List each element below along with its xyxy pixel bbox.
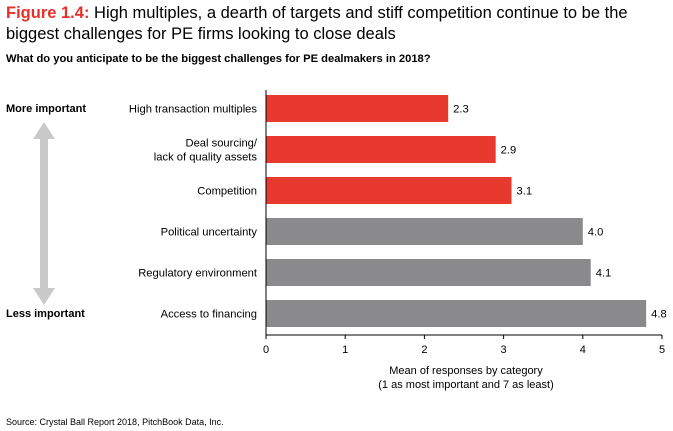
category-label-1-line-1: lack of quality assets bbox=[154, 152, 258, 164]
arrow-shaft bbox=[40, 138, 48, 290]
bar-2 bbox=[266, 177, 512, 204]
x-tick-label-2: 2 bbox=[421, 344, 427, 356]
bar-5 bbox=[266, 300, 647, 327]
category-label-1-line-0: Deal sourcing/ bbox=[185, 138, 257, 150]
value-label-0: 2.3 bbox=[453, 104, 469, 116]
arrow-up-head bbox=[33, 122, 55, 139]
source-note: Source: Crystal Ball Report 2018, PitchB… bbox=[6, 417, 224, 427]
category-label-2: Competition bbox=[197, 186, 257, 198]
bar-0 bbox=[266, 95, 449, 122]
figure-title: Figure 1.4: High multiples, a dearth of … bbox=[6, 3, 666, 45]
more-important-label: More important bbox=[6, 103, 87, 115]
figure-label: Figure 1.4: bbox=[6, 4, 90, 22]
x-tick-label-4: 4 bbox=[580, 344, 586, 356]
value-label-4: 4.1 bbox=[596, 268, 612, 280]
arrow-down-head bbox=[33, 288, 55, 305]
x-tick-label-1: 1 bbox=[342, 344, 348, 356]
value-label-3: 4.0 bbox=[588, 227, 604, 239]
x-axis-title-line-1: (1 as most important and 7 as least) bbox=[378, 379, 553, 391]
category-label-0: High transaction multiples bbox=[129, 104, 257, 116]
x-tick-label-5: 5 bbox=[659, 344, 665, 356]
less-important-label: Less important bbox=[6, 308, 85, 320]
importance-arrow bbox=[33, 122, 55, 305]
x-axis-title-line-0: Mean of responses by category bbox=[389, 365, 543, 377]
category-label-4: Regulatory environment bbox=[138, 268, 258, 280]
value-label-2: 3.1 bbox=[517, 186, 533, 198]
bar-3 bbox=[266, 218, 583, 245]
category-label-5: Access to financing bbox=[161, 309, 257, 321]
value-label-5: 4.8 bbox=[651, 309, 667, 321]
category-label-3: Political uncertainty bbox=[161, 227, 258, 239]
bar-4 bbox=[266, 259, 591, 286]
figure-title-text: High multiples, a dearth of targets and … bbox=[6, 4, 628, 43]
value-label-1: 2.9 bbox=[501, 145, 517, 157]
x-tick-label-0: 0 bbox=[263, 344, 269, 356]
bar-1 bbox=[266, 136, 496, 163]
x-tick-label-3: 3 bbox=[501, 344, 507, 356]
chart-question: What do you anticipate to be the biggest… bbox=[6, 53, 431, 65]
